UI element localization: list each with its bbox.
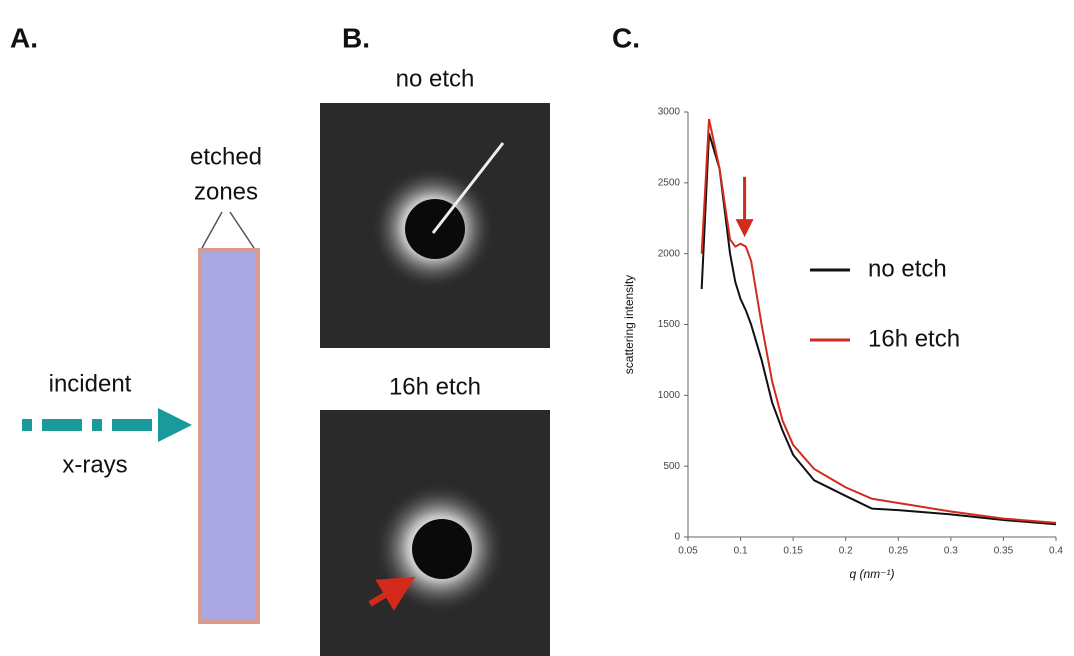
zones-label: etched	[190, 143, 262, 170]
x-tick-label: 0.35	[994, 546, 1014, 557]
beamstop	[412, 519, 472, 579]
y-tick-label: 500	[663, 461, 680, 472]
x-tick-label: 0.25	[889, 546, 909, 557]
beam-label: x-rays	[62, 451, 127, 478]
y-axis-label: scattering intensity	[622, 275, 636, 374]
figure: A. etched zones incident x-rays B. no et…	[0, 0, 1074, 656]
y-tick-label: 0	[674, 532, 680, 543]
legend-label: no etch	[868, 255, 947, 282]
y-tick-label: 1000	[658, 390, 681, 401]
x-tick-label: 0.1	[734, 546, 748, 557]
y-tick-label: 1500	[658, 319, 681, 330]
x-tick-label: 0.3	[944, 546, 958, 557]
zones-label: zones	[194, 178, 258, 205]
series-line	[702, 119, 1056, 523]
pointer	[230, 212, 254, 248]
beam-label: incident	[49, 370, 132, 397]
beam-head	[158, 408, 192, 442]
y-tick-label: 2500	[658, 177, 681, 188]
image-title: no etch	[396, 65, 475, 92]
image-title: 16h etch	[389, 373, 481, 400]
sample	[200, 250, 258, 622]
legend-label: 16h etch	[868, 325, 960, 352]
x-tick-label: 0.15	[783, 546, 803, 557]
panel-label: B.	[342, 22, 370, 53]
chart: 0 500 1000 1500 2000 2500 3000 0.05 0.1 0.15 0.2 0.…	[622, 107, 1063, 582]
x-axis-label: q (nm⁻¹)	[850, 567, 895, 581]
pointer	[202, 212, 222, 248]
x-tick-label: 0.2	[839, 546, 853, 557]
y-tick-label: 2000	[658, 248, 681, 259]
x-tick-label: 0.4	[1049, 546, 1063, 557]
y-tick-label: 3000	[658, 107, 681, 118]
x-tick-label: 0.05	[678, 546, 698, 557]
panel-label: A.	[10, 22, 38, 53]
panel-label: C.	[612, 22, 640, 53]
